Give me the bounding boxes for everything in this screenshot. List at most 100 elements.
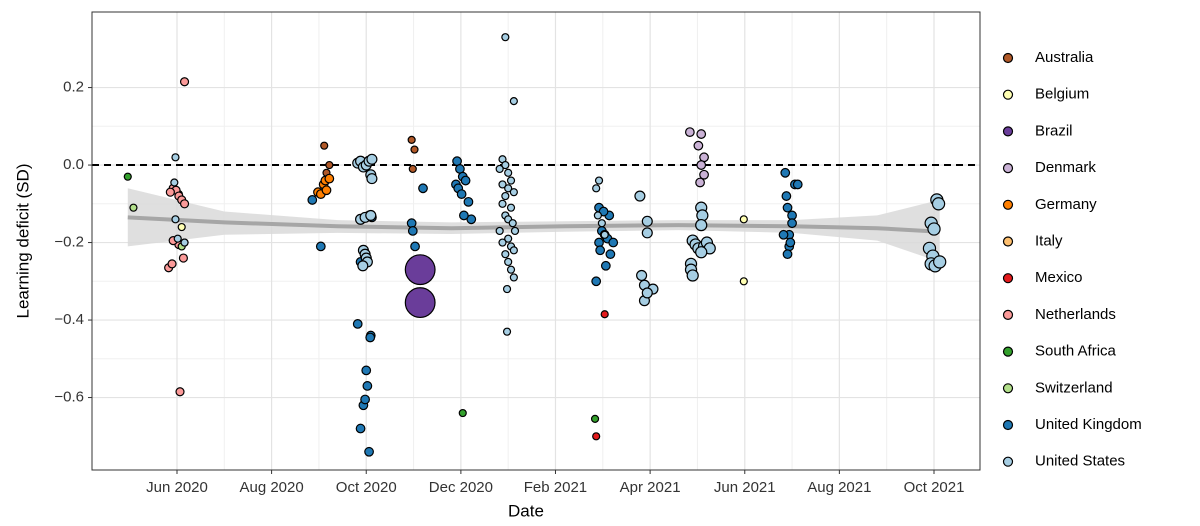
data-point bbox=[123, 172, 132, 181]
data-point bbox=[696, 129, 707, 139]
data-point bbox=[739, 277, 748, 286]
data-point bbox=[506, 265, 516, 274]
data-point bbox=[780, 167, 791, 178]
data-point bbox=[180, 238, 189, 247]
data-point bbox=[792, 179, 803, 190]
legend-label: United Kingdom bbox=[1035, 416, 1142, 433]
data-point bbox=[364, 446, 374, 457]
data-point bbox=[365, 209, 377, 221]
x-tick-label: Aug 2021 bbox=[807, 479, 871, 496]
data-point bbox=[608, 237, 619, 248]
data-point bbox=[361, 365, 372, 376]
data-point bbox=[597, 219, 606, 228]
data-point bbox=[782, 202, 793, 213]
data-point bbox=[498, 238, 507, 247]
legend-label: Italy bbox=[1035, 232, 1063, 249]
legend-marker bbox=[1002, 199, 1014, 210]
legend-marker bbox=[1002, 309, 1014, 320]
data-point bbox=[463, 196, 474, 207]
data-point bbox=[366, 173, 378, 185]
data-point bbox=[695, 218, 708, 232]
data-point bbox=[699, 169, 709, 180]
x-tick-label: Jun 2021 bbox=[714, 479, 776, 496]
legend-marker bbox=[1002, 273, 1014, 284]
data-point bbox=[501, 250, 510, 259]
data-point bbox=[407, 226, 418, 236]
data-point bbox=[600, 260, 611, 271]
legend-label: United States bbox=[1035, 453, 1125, 470]
data-point bbox=[591, 276, 602, 287]
data-point bbox=[404, 254, 436, 286]
legend-marker bbox=[1002, 52, 1014, 64]
data-point bbox=[782, 249, 793, 260]
data-point bbox=[696, 160, 707, 170]
legend-label: Mexico bbox=[1035, 269, 1083, 286]
legend-label: Denmark bbox=[1035, 159, 1096, 176]
data-point bbox=[355, 423, 366, 434]
legend-label: Australia bbox=[1035, 49, 1094, 66]
plot-border bbox=[91, 11, 981, 471]
data-point bbox=[693, 140, 704, 151]
legend-marker bbox=[1002, 126, 1014, 137]
data-point bbox=[498, 180, 507, 189]
data-point bbox=[325, 160, 334, 170]
data-point bbox=[418, 183, 428, 194]
data-point bbox=[605, 249, 616, 260]
data-point bbox=[177, 222, 186, 232]
legend-label: Netherlands bbox=[1035, 306, 1116, 323]
data-point bbox=[785, 237, 796, 248]
data-point bbox=[460, 175, 471, 186]
data-point bbox=[931, 197, 946, 211]
data-point bbox=[695, 177, 705, 188]
data-point bbox=[686, 269, 699, 282]
legend-marker bbox=[1002, 346, 1014, 357]
data-point bbox=[933, 255, 947, 269]
data-point bbox=[501, 33, 510, 42]
data-point bbox=[357, 260, 369, 272]
data-point bbox=[509, 273, 518, 282]
data-point bbox=[352, 319, 363, 329]
data-point bbox=[171, 215, 180, 224]
y-axis-label: Learning deficit (SD) bbox=[13, 164, 32, 319]
data-point bbox=[509, 188, 518, 197]
x-tick-label: Oct 2020 bbox=[336, 479, 397, 496]
data-point bbox=[593, 211, 602, 220]
data-point bbox=[595, 245, 606, 256]
trend-line bbox=[127, 215, 940, 234]
x-tick-label: Jun 2020 bbox=[146, 479, 208, 496]
data-point bbox=[366, 153, 378, 165]
data-point bbox=[324, 173, 335, 184]
data-point bbox=[739, 215, 748, 224]
legend-marker bbox=[1002, 456, 1014, 467]
data-point bbox=[410, 145, 419, 154]
data-point bbox=[506, 176, 516, 185]
data-point bbox=[509, 246, 518, 255]
y-tick-label: −0.6 bbox=[54, 389, 84, 406]
data-point bbox=[636, 269, 648, 282]
data-point bbox=[458, 408, 467, 418]
data-point bbox=[498, 199, 507, 208]
x-axis-label: Date bbox=[508, 501, 544, 520]
data-point bbox=[495, 226, 504, 236]
data-point bbox=[787, 218, 797, 229]
data-point bbox=[504, 168, 513, 177]
data-point bbox=[600, 310, 609, 319]
data-point bbox=[641, 287, 653, 299]
data-point bbox=[365, 332, 376, 343]
data-point bbox=[170, 178, 179, 187]
data-point bbox=[778, 229, 789, 240]
data-point bbox=[684, 127, 695, 138]
data-point bbox=[508, 219, 517, 228]
data-point bbox=[594, 176, 604, 185]
y-tick-label: 0.0 bbox=[63, 156, 84, 173]
data-point bbox=[781, 191, 792, 201]
data-point bbox=[456, 189, 467, 200]
data-point bbox=[927, 222, 941, 236]
plot-panel bbox=[92, 12, 980, 470]
data-point bbox=[502, 284, 512, 294]
data-point bbox=[175, 387, 185, 397]
data-point bbox=[307, 195, 318, 205]
data-point bbox=[320, 141, 329, 150]
legend-marker bbox=[1002, 89, 1014, 100]
